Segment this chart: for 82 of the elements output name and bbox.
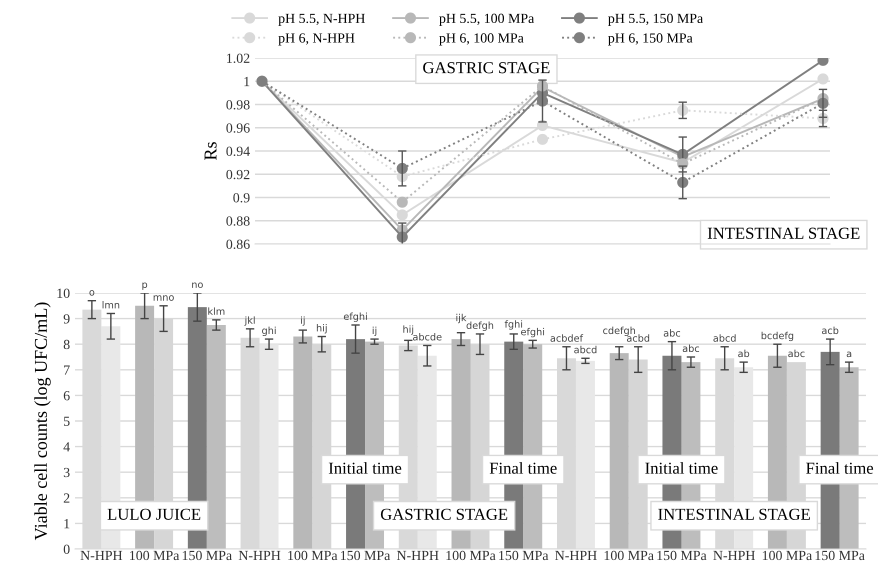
annotation: INTESTINAL STAGE xyxy=(708,228,860,239)
legend-label: pH 6, 100 MPa xyxy=(439,33,524,46)
data-label: hij xyxy=(403,325,414,335)
data-label: abc xyxy=(788,350,805,358)
legend-label: pH 6, N-HPH xyxy=(278,33,355,46)
data-label: o xyxy=(89,290,94,296)
data-label: abcd xyxy=(574,346,596,354)
data-label: p xyxy=(142,282,148,290)
x-tick-label: 100 MPa xyxy=(288,550,338,560)
y-tick-label: 0.88 xyxy=(226,216,250,226)
data-label: no xyxy=(192,282,203,288)
data-label: jkl xyxy=(244,316,255,326)
y-tick-label: 3 xyxy=(64,468,70,478)
y-tick-label: 0.92 xyxy=(226,170,250,180)
legend-label: pH 5.5, N-HPH xyxy=(278,14,365,26)
data-label: mno xyxy=(154,295,174,301)
x-tick-label: 150 MPa xyxy=(657,550,707,560)
annotation: Final time xyxy=(806,462,874,474)
x-tick-label: 150 MPa xyxy=(816,550,865,560)
data-label: a xyxy=(846,352,852,358)
data-label: abcd xyxy=(713,334,736,342)
y-tick-label: 6 xyxy=(64,391,70,400)
data-label: acbd xyxy=(626,334,650,342)
data-label: ijk xyxy=(456,314,466,324)
y-tick-label: 4 xyxy=(63,442,70,452)
data-label: ij xyxy=(372,326,376,336)
x-tick-label: 150 MPa xyxy=(499,550,548,560)
data-label: klm xyxy=(208,307,224,315)
y-tick-label: 1.02 xyxy=(227,54,250,64)
y-tick-label: 0 xyxy=(64,544,70,554)
y-tick-label: 1 xyxy=(244,76,250,86)
data-label: efghi xyxy=(521,328,544,338)
data-label: fghi xyxy=(504,320,522,330)
y-tick-label: 2 xyxy=(64,493,70,503)
data-label: acbdef xyxy=(550,334,584,342)
annotation: Initial time xyxy=(645,462,718,474)
y-tick-label: 0.98 xyxy=(226,100,250,110)
data-label: ab xyxy=(738,350,750,358)
annotation: INTESTINAL STAGE xyxy=(658,508,810,520)
data-label: ij xyxy=(301,316,305,326)
legend-label: pH 5.5, 100 MPa xyxy=(439,14,534,26)
annotation: GASTRIC STAGE xyxy=(423,62,550,74)
x-tick-label: N-HPH xyxy=(238,550,280,560)
y-tick-label: 10 xyxy=(57,288,70,298)
data-label: efghi xyxy=(344,312,367,322)
data-label: cdefgh xyxy=(603,326,636,336)
data-label: bcdefg xyxy=(762,332,794,342)
data-label: defgh xyxy=(466,321,494,331)
y-tick-label: 0.94 xyxy=(226,146,250,156)
annotation: GASTRIC STAGE xyxy=(380,508,508,520)
y-tick-label: 0.9 xyxy=(233,193,250,203)
x-tick-label: N-HPH xyxy=(396,550,439,560)
data-label: acb xyxy=(822,326,838,334)
y-axis-title: Viable cell counts (log UFC/mL) xyxy=(34,302,51,540)
x-tick-label: 100 MPa xyxy=(446,550,496,560)
x-tick-label: N-HPH xyxy=(80,550,122,560)
data-label: abc xyxy=(682,344,700,352)
x-tick-label: 100 MPa xyxy=(130,550,180,560)
y-tick-label: 7 xyxy=(64,366,70,375)
x-tick-label: 100 MPa xyxy=(604,550,654,560)
legend-label: pH 6, 150 MPa xyxy=(608,33,693,46)
y-tick-label: 1 xyxy=(64,519,70,528)
x-tick-label: 100 MPa xyxy=(762,550,812,560)
y-tick-label: 8 xyxy=(64,340,70,350)
y-axis-title: Rs xyxy=(204,142,217,160)
x-tick-label: 150 MPa xyxy=(340,550,390,560)
y-tick-label: 5 xyxy=(64,416,70,426)
data-label: abc xyxy=(664,329,680,337)
annotation: Final time xyxy=(490,462,557,474)
x-tick-label: 150 MPa xyxy=(182,550,232,560)
data-label: hij xyxy=(316,324,327,334)
x-tick-label: N-HPH xyxy=(713,550,755,560)
data-label: lmn xyxy=(102,301,120,308)
data-label: abcde xyxy=(413,333,442,341)
x-tick-label: N-HPH xyxy=(555,550,597,560)
annotation: LULO JUICE xyxy=(108,508,200,520)
legend-label: pH 5.5, 150 MPa xyxy=(608,14,703,26)
y-tick-label: 0.96 xyxy=(226,123,250,133)
y-tick-label: 9 xyxy=(64,314,70,324)
y-tick-label: 0.86 xyxy=(226,240,250,250)
annotation: Initial time xyxy=(328,462,402,474)
data-label: ghi xyxy=(262,326,276,336)
